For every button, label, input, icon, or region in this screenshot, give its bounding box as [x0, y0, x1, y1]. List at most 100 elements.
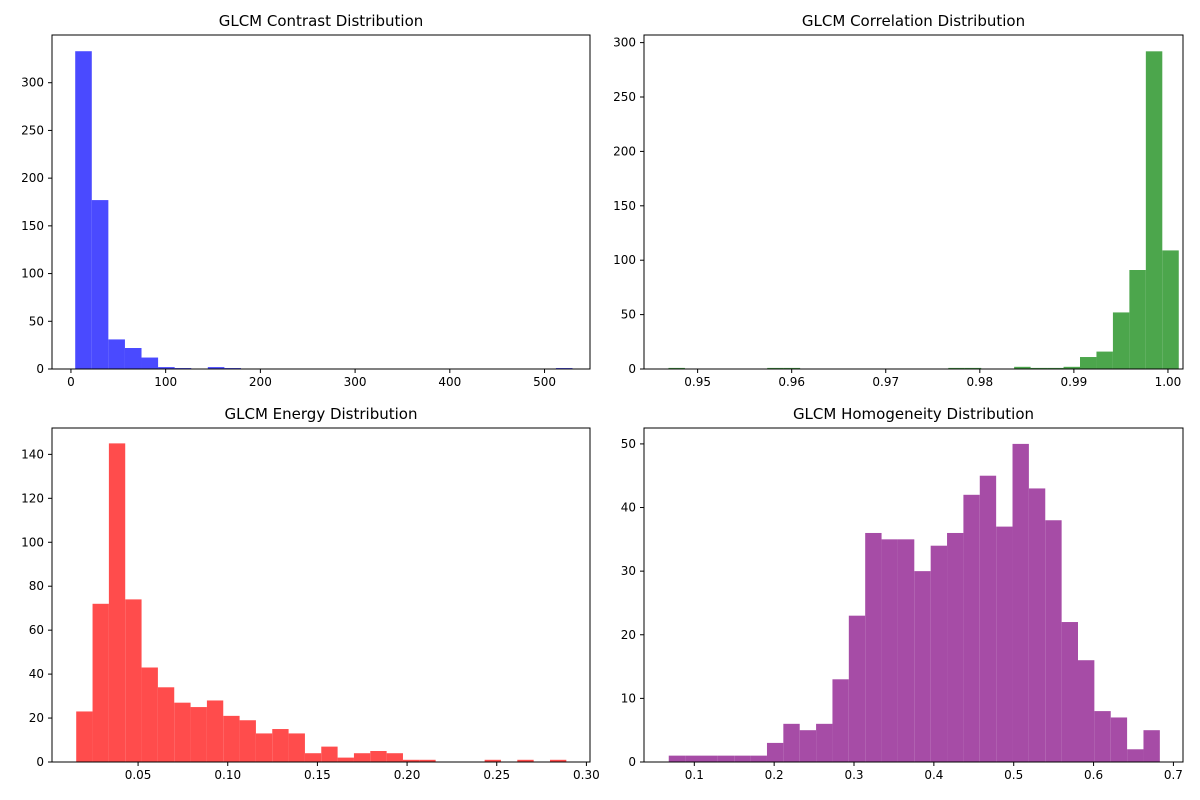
histogram-bar [108, 339, 125, 369]
histogram-bar [402, 759, 420, 762]
histogram-bar [963, 494, 980, 762]
y-tick-label: 0 [628, 755, 636, 769]
histogram-bar [517, 759, 534, 762]
x-tick-label: 0.10 [214, 768, 241, 782]
histogram-bar [1077, 660, 1095, 762]
energy-histogram: GLCM Energy Distribution 0.05 0.10 0.15 0.2… [21, 405, 600, 782]
histogram-bar [767, 367, 784, 369]
histogram-bar [1112, 312, 1130, 369]
histogram-bar [799, 730, 817, 762]
plot-frame [51, 427, 591, 763]
histogram-bar [668, 755, 686, 762]
x-tick-label: 0.15 [304, 768, 331, 782]
x-tick-label: 0.97 [872, 375, 899, 389]
y-tick-label: 40 [29, 667, 44, 681]
chart-title: GLCM Contrast Distribution [219, 12, 424, 30]
histogram-bar [272, 729, 289, 762]
histogram-bar [1061, 622, 1078, 762]
x-tick-label: 0.96 [778, 375, 805, 389]
histogram-bar [386, 753, 403, 762]
chart-title: GLCM Homogeneity Distribution [793, 405, 1034, 423]
chart-title: GLCM Correlation Distribution [802, 12, 1025, 30]
x-tick-label: 500 [533, 375, 556, 389]
y-tick-label: 20 [29, 711, 44, 725]
histogram-bar [353, 753, 371, 762]
y-tick-label: 250 [613, 90, 636, 104]
histogram-bar [370, 751, 387, 762]
y-tick-label: 150 [21, 219, 44, 233]
histogram-bar [1096, 351, 1113, 369]
histogram-bar [1047, 367, 1064, 369]
histogram-bar [964, 367, 982, 369]
x-tick-label: 400 [438, 375, 461, 389]
y-tick-label: 250 [21, 123, 44, 137]
y-tick-label: 0 [36, 362, 44, 376]
histogram-bar [1063, 366, 1080, 369]
histogram-bar [1145, 51, 1163, 369]
y-tick-label: 140 [21, 447, 44, 461]
y-tick-label: 60 [29, 623, 44, 637]
histogram-bar [783, 723, 800, 762]
histogram-bar [223, 715, 240, 762]
x-tick-label: 0.3 [844, 768, 863, 782]
x-tick-label: 0.05 [125, 768, 152, 782]
histogram-bar [419, 759, 436, 762]
histogram-bar [717, 755, 735, 762]
histogram-bar [832, 679, 849, 762]
histogram-bar [1028, 488, 1046, 762]
y-tick-label: 120 [21, 491, 44, 505]
histogram-bar [207, 367, 225, 369]
y-tick-label: 50 [621, 437, 636, 451]
histogram-bar [816, 723, 833, 762]
correlation-histogram: GLCM Correlation Distribution 0.95 0.96 0.… [613, 12, 1184, 389]
histogram-bar [930, 545, 948, 762]
x-tick-label: 100 [154, 375, 177, 389]
plot-frame [643, 427, 1184, 763]
x-tick-label: 0 [67, 375, 75, 389]
histogram-bar [1094, 711, 1111, 762]
y-tick-label: 200 [613, 144, 636, 158]
histogram-bar [996, 526, 1013, 762]
histogram-bar [766, 742, 784, 762]
histogram-bar [914, 571, 931, 762]
histogram-bar [108, 443, 126, 762]
histogram-bar [685, 755, 702, 762]
histogram-bar [124, 348, 142, 369]
plot-frame [51, 34, 591, 370]
histogram-bar [125, 599, 142, 762]
contrast-histogram: GLCM Contrast Distribution 0 100 200 300 400… [21, 12, 591, 389]
x-tick-label: 0.98 [966, 375, 993, 389]
histogram-bar [668, 367, 685, 369]
x-tick-label: 0.99 [1061, 375, 1088, 389]
x-tick-label: 0.1 [685, 768, 704, 782]
histogram-bar [897, 539, 915, 762]
histogram-bar [157, 687, 175, 762]
histogram-bar [1127, 749, 1144, 762]
histogram-bar [91, 200, 109, 369]
histogram-bar [549, 759, 567, 762]
histogram-bar [76, 711, 93, 762]
histogram-bar [783, 367, 801, 369]
histogram-bar [158, 367, 175, 369]
y-tick-label: 10 [621, 691, 636, 705]
y-tick-label: 100 [21, 535, 44, 549]
histogram-bar [174, 702, 191, 762]
x-tick-label: 0.6 [1084, 768, 1103, 782]
x-tick-label: 0.2 [765, 768, 784, 782]
histogram-bar [1110, 717, 1128, 762]
homogeneity-histogram: GLCM Homogeneity Distribution 0.1 0.2 0.3 0… [621, 405, 1184, 782]
y-tick-label: 100 [21, 267, 44, 281]
histogram-bar [947, 532, 964, 762]
histogram-bar [948, 367, 965, 369]
x-tick-label: 0.7 [1164, 768, 1183, 782]
x-tick-label: 1.00 [1155, 375, 1182, 389]
histogram-bar [206, 700, 224, 762]
y-tick-label: 100 [613, 253, 636, 267]
y-tick-label: 40 [621, 501, 636, 515]
y-tick-label: 80 [29, 579, 44, 593]
histogram-bar [1012, 443, 1029, 762]
histogram-bar [141, 357, 159, 369]
y-tick-label: 300 [613, 36, 636, 50]
histogram-bar [734, 755, 751, 762]
